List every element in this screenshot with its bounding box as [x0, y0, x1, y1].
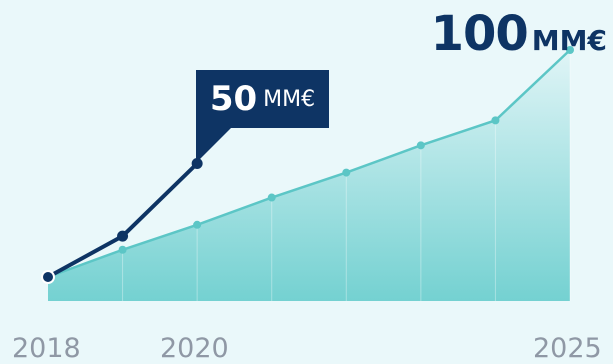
plan-point [416, 141, 425, 150]
plan-area-fill [48, 50, 570, 301]
plan-point [491, 116, 500, 125]
plan-point [566, 46, 574, 54]
x-tick-label-2018: 2018 [12, 333, 81, 364]
plan-point [267, 193, 276, 202]
plan-point [193, 220, 202, 229]
actual-point [117, 230, 129, 242]
target-unit: MM€ [531, 24, 607, 57]
x-tick-label-2025: 2025 [533, 333, 602, 364]
target-value: 100 [430, 6, 529, 62]
callout-unit: MM€ [263, 86, 316, 112]
callout-tail [196, 127, 232, 163]
plan-series-line [47, 49, 571, 279]
x-tick-label-2020: 2020 [160, 333, 229, 364]
plan-point [118, 245, 127, 254]
current-value-callout: 50 MM€ [196, 70, 329, 128]
actual-point [41, 270, 55, 284]
target-value-label: 100 MM€ [431, 6, 607, 62]
plan-point [342, 168, 351, 177]
callout-value: 50 [209, 79, 258, 119]
